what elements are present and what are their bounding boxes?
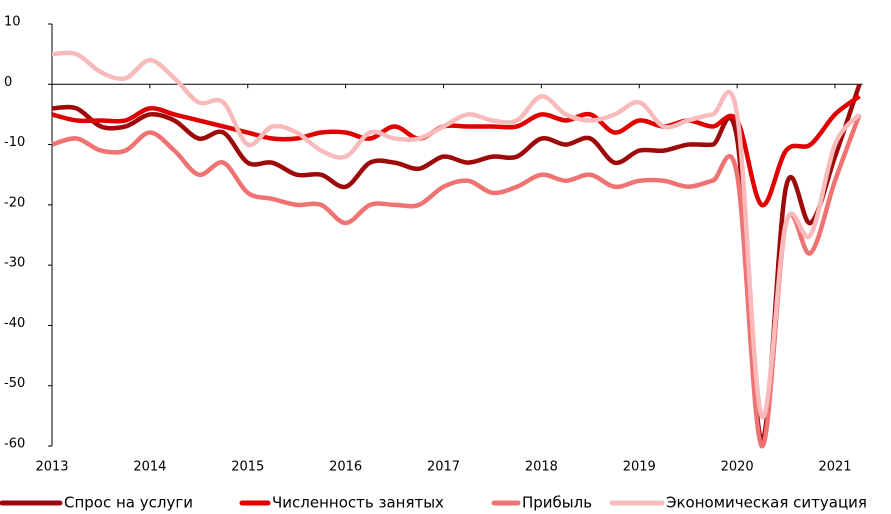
y-tick-label: 0 bbox=[4, 75, 12, 90]
y-tick-label: -40 bbox=[4, 316, 25, 331]
y-tick-label: -20 bbox=[4, 195, 25, 210]
y-tick-label: -30 bbox=[4, 256, 25, 271]
y-tick-label: -60 bbox=[4, 437, 25, 452]
legend-label: Спрос на услуги bbox=[64, 494, 193, 512]
series-line bbox=[51, 50, 862, 420]
x-tick-label: 2016 bbox=[329, 460, 362, 475]
series-line bbox=[51, 94, 861, 208]
legend-label: Экономическая ситуация bbox=[666, 494, 867, 512]
legend-label: Численность занятых bbox=[272, 494, 444, 512]
legend-label: Прибыль bbox=[522, 494, 592, 512]
y-tick-label: 10 bbox=[4, 15, 21, 30]
x-tick-label: 2020 bbox=[721, 460, 754, 475]
y-tick-label: -10 bbox=[4, 135, 25, 150]
x-tick-label: 2017 bbox=[427, 460, 460, 475]
x-tick-label: 2014 bbox=[133, 460, 166, 475]
series-line bbox=[51, 113, 862, 449]
legend: Спрос на услуги Численность занятых Прибыл… bbox=[0, 494, 867, 512]
x-tick-label: 2015 bbox=[231, 460, 264, 475]
x-tick-label: 2021 bbox=[818, 460, 851, 475]
x-tick-label: 2019 bbox=[623, 460, 656, 475]
x-tick-label: 2013 bbox=[35, 460, 68, 475]
y-tick-label: -50 bbox=[4, 376, 25, 391]
x-tick-label: 2018 bbox=[525, 460, 558, 475]
